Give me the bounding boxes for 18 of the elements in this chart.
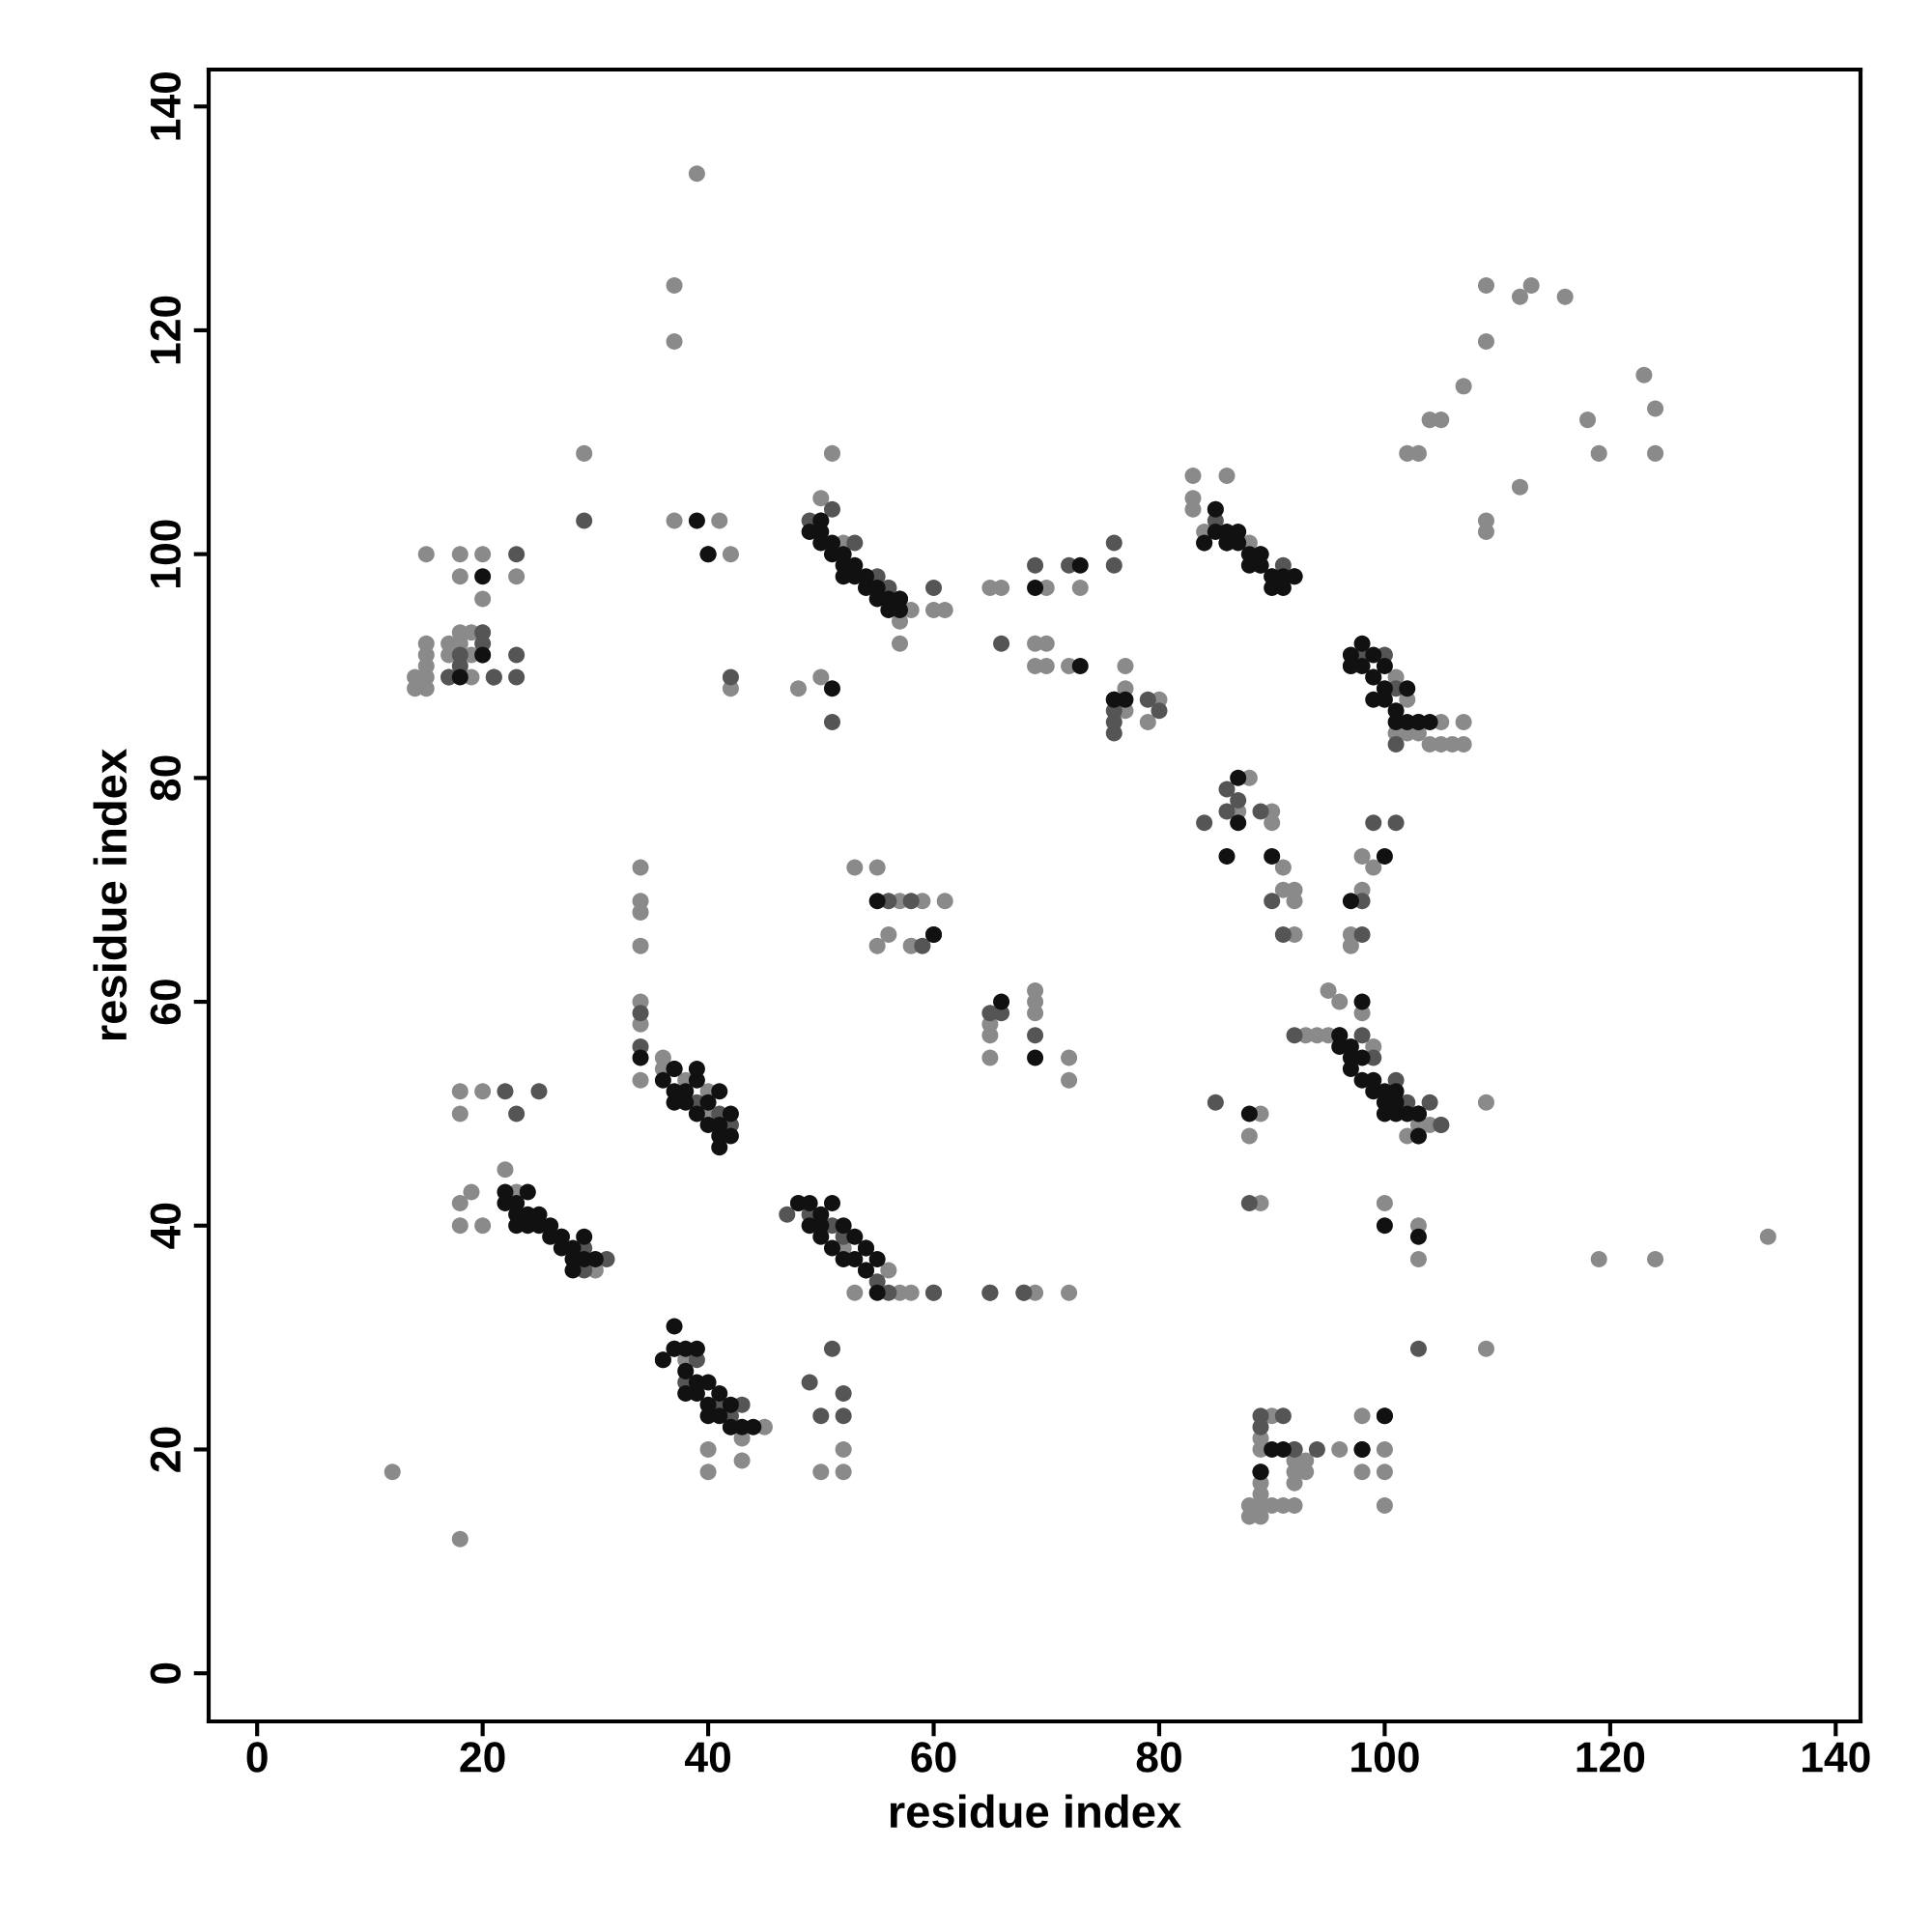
x-tick-label: 140 [1803,1742,1870,1773]
y-tick-label: 40 [150,1203,182,1249]
y-axis-title: residue index [93,749,128,1040]
x-tick-label: 120 [1577,1742,1645,1773]
x-tick-label: 20 [460,1742,505,1773]
y-tick-label: 140 [150,71,182,140]
x-tick-label: 60 [911,1742,956,1773]
y-tick-label: 120 [150,296,182,364]
x-tick-label: 0 [246,1742,268,1773]
y-tick-label: 60 [150,980,182,1025]
x-tick-label: 100 [1351,1742,1419,1773]
y-tick-label: 100 [150,520,182,587]
x-axis-title: residue index [890,1794,1181,1829]
y-tick-label: 0 [150,1662,182,1684]
x-tick-label: 40 [685,1742,730,1773]
y-tick-label: 80 [150,755,182,801]
x-tick-label: 80 [1136,1742,1181,1773]
y-tick-label: 20 [150,1427,182,1472]
